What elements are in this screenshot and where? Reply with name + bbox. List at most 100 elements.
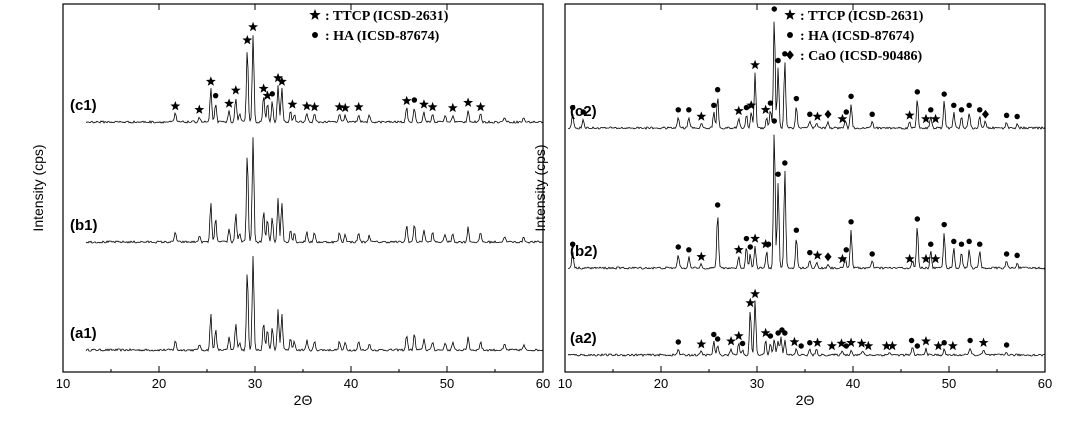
x-tick-label: 40 [344, 376, 358, 391]
trace-label: (b1) [70, 217, 98, 234]
phase-marker-star [930, 113, 941, 124]
x-tick-label: 30 [248, 376, 262, 391]
legend: : TTCP (ICSD-2631) : HA (ICSD-87674) [309, 9, 449, 44]
phase-marker-star [746, 100, 757, 110]
phase-marker-circle [798, 343, 804, 349]
trace-a2: (a2) [567, 288, 1046, 357]
phase-marker-circle [958, 241, 965, 247]
phase-marker-circle [775, 171, 781, 177]
phase-marker-circle [212, 92, 219, 99]
x-tick-label: 20 [152, 376, 166, 391]
phase-marker-circle [843, 247, 850, 253]
phase-marker-star [837, 253, 848, 264]
phase-marker-star [276, 76, 287, 86]
x-tick-label: 10 [558, 376, 572, 391]
phase-marker-circle [928, 241, 934, 247]
trace-b1: (b1) [70, 137, 544, 244]
trace-a1: (a1) [70, 255, 544, 352]
phase-marker-star [750, 59, 761, 70]
phase-marker-star [760, 327, 771, 338]
phase-marker-circle [714, 202, 721, 208]
x-axis-title: 2Θ [796, 392, 815, 408]
phase-marker-circle [767, 333, 774, 339]
phase-marker-circle [580, 109, 586, 115]
xrd-pattern-line [567, 300, 1046, 357]
xrd-pattern-line [85, 137, 544, 244]
phase-marker-star [881, 340, 892, 351]
phase-marker-circle [767, 100, 774, 106]
trace-c1: (c1) [70, 21, 544, 124]
phase-marker-star [733, 244, 744, 255]
phase-marker-circle [771, 6, 778, 12]
phase-marker-circle [941, 221, 947, 228]
phase-marker-star [205, 76, 216, 86]
phase-marker-star [837, 113, 848, 124]
phase-marker-circle [807, 111, 813, 118]
phase-marker-circle [675, 339, 682, 345]
phase-marker-star [812, 337, 823, 347]
phase-marker-circle [941, 340, 947, 346]
phase-marker-circle [782, 51, 788, 57]
phase-marker-star [750, 288, 761, 299]
x-tick-label: 20 [654, 376, 668, 391]
phase-marker-star [287, 99, 298, 109]
phase-marker-circle [914, 343, 921, 349]
phase-marker-star [947, 340, 958, 351]
phase-marker-star [760, 239, 771, 249]
x-tick-label: 10 [56, 376, 70, 391]
phase-marker-circle [411, 97, 418, 103]
x-tick-label: 60 [536, 376, 550, 391]
phase-marker-circle [765, 241, 772, 247]
phase-marker-star [463, 97, 474, 107]
phase-marker-star [733, 105, 744, 116]
phase-marker-star [334, 101, 345, 112]
legend-label: : HA (ICSD-87674) [325, 29, 440, 44]
phase-marker-star [863, 340, 874, 351]
phase-marker-circle [711, 331, 717, 338]
x-tick-label: 50 [942, 376, 956, 391]
phase-marker-star [427, 101, 438, 112]
xrd-pattern-line [567, 21, 1046, 131]
phase-marker-circle [976, 107, 983, 113]
phase-marker-circle [908, 337, 915, 344]
phase-marker-circle [569, 241, 576, 247]
trace-label: (a2) [570, 330, 597, 347]
phase-marker-circle [569, 104, 576, 111]
phase-marker-circle [771, 118, 778, 124]
phase-marker-circle [711, 102, 717, 109]
phase-marker-circle [807, 340, 813, 346]
phase-marker-circle [782, 330, 788, 336]
xrd-pattern-line [567, 134, 1046, 270]
phase-marker-star [846, 337, 857, 347]
phase-marker-circle [1003, 112, 1010, 119]
phase-marker-star [194, 104, 205, 114]
phase-marker-circle [967, 337, 973, 344]
legend-label: : TTCP (ICSD-2631) [325, 9, 449, 24]
phase-marker-star [726, 336, 737, 346]
phase-marker-star [242, 35, 253, 45]
phase-marker-star [230, 85, 241, 95]
chart-panel-left: 10 20 30 40 50 60 2Θ Intensity (cps) (a1) (b1) (c1… [30, 3, 550, 408]
legend-label: : TTCP (ICSD-2631) [800, 9, 924, 24]
x-axis-title: 2Θ [294, 392, 313, 408]
trace-label: (a1) [70, 325, 97, 342]
phase-marker-circle [928, 107, 934, 113]
xrd-pattern-line [85, 255, 544, 352]
xrd-pattern-line [85, 35, 544, 124]
phase-marker-circle [775, 330, 781, 336]
phase-marker-circle [1014, 113, 1020, 120]
phase-marker-star [475, 101, 486, 112]
phase-marker-circle [807, 249, 813, 256]
phase-marker-circle [1003, 251, 1010, 257]
phase-marker-circle [848, 219, 854, 225]
plot-frame [62, 3, 544, 373]
phase-marker-circle [869, 111, 875, 118]
legend-label: : HA (ICSD-87674) [800, 29, 915, 44]
x-tick-label: 40 [846, 376, 860, 391]
phase-marker-circle [793, 95, 800, 102]
phase-marker-star [904, 110, 915, 120]
phase-marker-star [904, 253, 915, 264]
phase-marker-circle [775, 57, 781, 64]
